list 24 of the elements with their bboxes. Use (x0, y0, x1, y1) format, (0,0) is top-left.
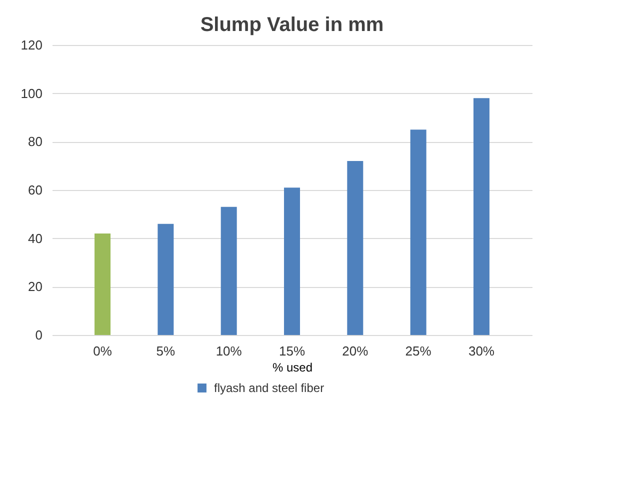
bar (347, 161, 364, 335)
chart-title: Slump Value in mm (200, 14, 384, 36)
y-tick-label: 20 (28, 279, 42, 294)
x-tick-label: 10% (216, 344, 242, 358)
legend-label: flyash and steel fiber (214, 381, 324, 395)
bar (473, 98, 490, 335)
bar (220, 206, 237, 335)
bar (94, 234, 111, 335)
y-tick-label: 40 (28, 230, 42, 246)
bar (158, 224, 174, 335)
x-tick-label: 15% (278, 344, 306, 358)
x-tick-label: 5% (156, 344, 176, 358)
x-tick-label: 30% (468, 344, 495, 358)
y-tick-label: 80 (28, 134, 42, 150)
bar (284, 188, 300, 335)
y-tick-label: 100 (20, 86, 42, 101)
x-tick-label: 20% (342, 344, 369, 358)
y-tick-label: 60 (28, 182, 42, 198)
y-tick-label: 0 (35, 328, 42, 342)
x-axis-title: % used (272, 360, 313, 374)
x-tick-label: 25% (405, 344, 432, 358)
x-tick-label: 0% (93, 344, 112, 358)
bar (410, 130, 426, 335)
y-tick-label: 120 (20, 38, 42, 52)
